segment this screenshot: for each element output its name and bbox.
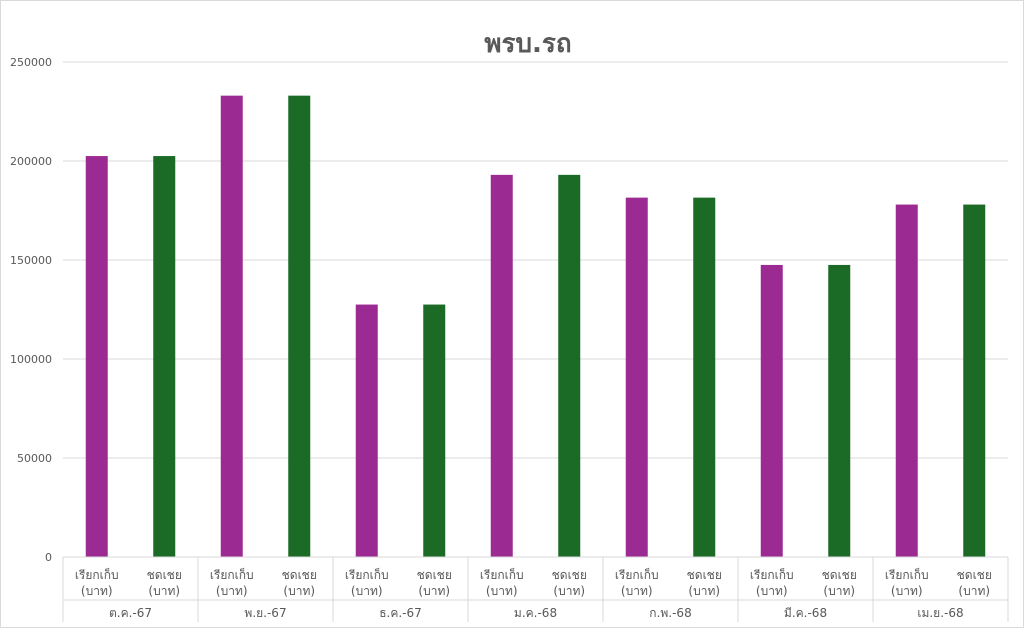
sub-category-label: (บาท): [621, 584, 653, 598]
sub-category-label: (บาท): [823, 584, 855, 598]
sub-category-label: ชดเชย: [552, 568, 587, 582]
sub-category-label: เรียกเก็บ: [480, 567, 524, 582]
sub-category-label: ชดเชย: [957, 568, 992, 582]
sub-category-label: (บาท): [81, 584, 113, 598]
bar-collected: [220, 95, 243, 557]
sub-category-label: ชดเชย: [822, 568, 857, 582]
sub-category-label: เรียกเก็บ: [75, 567, 119, 582]
sub-category-label: (บาท): [958, 584, 990, 598]
bar-collected: [85, 156, 108, 558]
category-label: ก.พ.-68: [649, 606, 691, 620]
sub-category-label: เรียกเก็บ: [345, 567, 389, 582]
sub-category-label: (บาท): [148, 584, 180, 598]
y-tick-label: 200000: [10, 155, 52, 168]
sub-category-label: เรียกเก็บ: [615, 567, 659, 582]
sub-category-label: ชดเชย: [417, 568, 452, 582]
sub-category-label: เรียกเก็บ: [210, 567, 254, 582]
bar-compensated: [558, 174, 581, 558]
sub-category-label: (บาท): [756, 584, 788, 598]
bar-collected: [355, 304, 378, 557]
bar-collected: [760, 264, 783, 557]
sub-category-label: ชดเชย: [147, 568, 182, 582]
chart-title: พรบ.รถ: [484, 29, 571, 59]
y-tick-label: 0: [45, 551, 52, 564]
sub-category-label: (บาท): [688, 584, 720, 598]
sub-category-label: (บาท): [351, 584, 383, 598]
sub-category-label: (บาท): [418, 584, 450, 598]
category-label: เม.ย.-68: [917, 606, 963, 620]
sub-category-label: (บาท): [283, 584, 315, 598]
bar-collected: [625, 197, 648, 557]
bar-compensated: [288, 95, 311, 557]
bar-compensated: [963, 204, 986, 557]
sub-category-label: เรียกเก็บ: [885, 567, 929, 582]
bar-collected: [490, 174, 513, 558]
bar-collected: [895, 204, 918, 557]
bar-compensated: [153, 156, 176, 558]
sub-category-label: (บาท): [216, 584, 248, 598]
category-label: ต.ค.-67: [109, 606, 152, 620]
y-tick-label: 150000: [10, 254, 52, 267]
bar-compensated: [423, 304, 446, 557]
sub-category-label: ชดเชย: [687, 568, 722, 582]
y-tick-label: 250000: [10, 56, 52, 69]
gridlines: [63, 61, 1008, 459]
bars: [85, 95, 986, 558]
bar-compensated: [693, 197, 716, 557]
category-label: ธ.ค.-67: [379, 606, 422, 620]
y-tick-label: 50000: [17, 452, 52, 465]
category-label: พ.ย.-67: [244, 606, 286, 620]
x-axis: เรียกเก็บ (บาท) ชดเชย (บาท) ต.ค.-67 เรียกเก็บ…: [62, 556, 1009, 622]
y-tick-label: 100000: [10, 353, 52, 366]
sub-category-label: ชดเชย: [282, 568, 317, 582]
sub-category-label: (บาท): [486, 584, 518, 598]
bar-compensated: [828, 264, 851, 557]
category-label: ม.ค.-68: [514, 606, 557, 620]
sub-category-label: (บาท): [891, 584, 923, 598]
category-label: มี.ค.-68: [784, 606, 827, 620]
sub-category-label: (บาท): [553, 584, 585, 598]
sub-category-label: เรียกเก็บ: [750, 567, 794, 582]
y-axis-ticks: 0 50000 100000 150000 200000 250000: [10, 56, 52, 564]
